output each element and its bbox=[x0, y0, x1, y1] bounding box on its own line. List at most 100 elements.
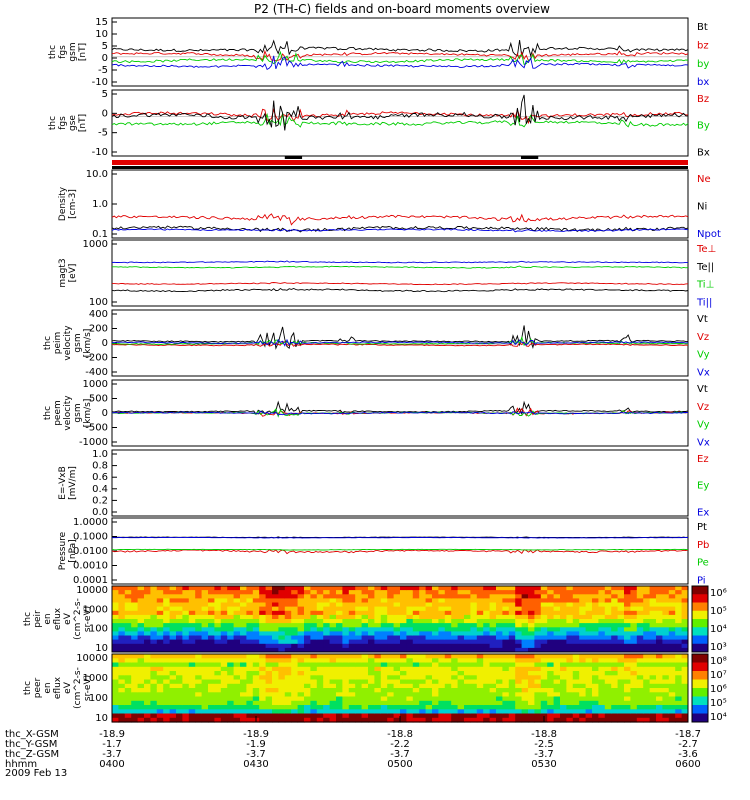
x-tick-value: -1.7 bbox=[102, 739, 122, 750]
legend-Npot: Npot bbox=[697, 229, 721, 240]
y-tick-label: 5 bbox=[102, 41, 108, 52]
panel-frame-top bbox=[111, 585, 689, 653]
legend-Vz: Vz bbox=[697, 332, 709, 343]
legend-Vz: Vz bbox=[697, 402, 709, 413]
y-axis-label: E=-VxB[mV/m] bbox=[58, 466, 78, 500]
y-tick-label: -200 bbox=[85, 353, 108, 364]
panel-frame bbox=[111, 169, 689, 239]
panel-p2: thcfgsgse[nT] 5 0 -5 -10 Bz By Bx bbox=[48, 89, 710, 158]
y-tick-label: 10 bbox=[95, 29, 108, 40]
x-tick-value: 0430 bbox=[243, 759, 268, 770]
panel-p8: Pressure[nPa] 1.0000 0.1000 0.0100 0.0010 0.0… bbox=[58, 517, 709, 586]
panels: thcfgsgsm[nT]151050-5-10Btbzbybxthcfgsgs… bbox=[23, 17, 727, 724]
panel-p5: thcpeimvelocitygsm[km/s] 400 200 0 -200 -400 V… bbox=[43, 309, 710, 378]
x-tick-value: -2.5 bbox=[534, 739, 554, 750]
legend-Vt: Vt bbox=[697, 314, 708, 325]
legend-Ex: Ex bbox=[697, 507, 709, 518]
colorbar-tick: 10⁷ bbox=[710, 670, 727, 681]
series-Pb bbox=[111, 549, 689, 555]
x-tick-value: -18.8 bbox=[387, 729, 413, 740]
series-Vt bbox=[111, 325, 688, 350]
y-tick-label: -10 bbox=[92, 147, 108, 158]
y-tick-label: 1000 bbox=[83, 239, 108, 250]
series-Ne bbox=[111, 213, 689, 226]
y-tick-label: 0.0010 bbox=[73, 561, 108, 572]
colorbar-segment bbox=[692, 610, 708, 620]
y-tick-label: -5 bbox=[98, 65, 108, 76]
colorbar-tick: 10⁵ bbox=[710, 606, 727, 617]
panel-frame bbox=[111, 17, 689, 87]
colorbar-frame bbox=[691, 653, 709, 723]
x-tick-value: 0400 bbox=[99, 759, 124, 770]
y-tick-label: 10 bbox=[95, 643, 108, 654]
series-Bz bbox=[111, 108, 689, 125]
mode-bar-black bbox=[284, 156, 303, 159]
y-tick-label: 100 bbox=[89, 693, 108, 704]
legend-Te⊥: Te⊥ bbox=[696, 244, 716, 255]
y-tick-label: 10 bbox=[95, 713, 108, 724]
legend-Pb: Pb bbox=[697, 540, 709, 551]
y-tick-label: 0.1 bbox=[92, 229, 108, 240]
y-tick-label: 0.8 bbox=[92, 461, 108, 472]
panel-p3: Density[cm-3] 10.0 1.0 0.1 Ne Ni Npot bbox=[58, 169, 721, 240]
colorbar-segment bbox=[692, 602, 708, 612]
series-By bbox=[111, 112, 689, 128]
x-axis-labels: thc_X-GSM -18.9 -18.9 -18.8 -18.8 -18.7 thc_Y-… bbox=[5, 716, 701, 770]
legend-Vy: Vy bbox=[697, 350, 710, 361]
y-tick-label: 0.0 bbox=[92, 507, 108, 518]
y-tick-label: 200 bbox=[89, 324, 108, 335]
x-tick-value: -18.8 bbox=[531, 729, 557, 740]
y-tick-label: 0 bbox=[102, 338, 108, 349]
legend-Vt: Vt bbox=[697, 384, 708, 395]
x-tick-value: -3.7 bbox=[534, 749, 554, 760]
colorbar-segment bbox=[692, 635, 708, 645]
legend-Ne: Ne bbox=[697, 174, 711, 185]
series-bz bbox=[111, 49, 689, 62]
x-tick-value: -3.6 bbox=[678, 749, 698, 760]
colorbar-tick: 10⁴ bbox=[710, 624, 727, 635]
y-tick-label: 1000 bbox=[83, 673, 108, 684]
y-tick-label: 1.0 bbox=[92, 449, 108, 460]
y-tick-label: 10000 bbox=[76, 653, 108, 664]
x-tick-value: -18.9 bbox=[243, 729, 269, 740]
colorbar-tick: 10⁵ bbox=[710, 698, 727, 709]
legend-Ez: Ez bbox=[697, 454, 709, 465]
series-Te⊥ bbox=[112, 282, 689, 286]
colorbar-segment bbox=[692, 713, 708, 723]
colorbar-tick: 10³ bbox=[710, 642, 727, 653]
legend-Bx: Bx bbox=[697, 147, 710, 158]
y-tick-label: 500 bbox=[89, 394, 108, 405]
mode-bar-black-strip bbox=[112, 166, 688, 169]
y-tick-label: 10.0 bbox=[86, 169, 108, 180]
mode-bar bbox=[112, 156, 688, 169]
legend-Ni: Ni bbox=[697, 202, 707, 213]
legend-Pi: Pi bbox=[697, 575, 706, 586]
series-Ti|| bbox=[111, 260, 688, 264]
y-tick-label: 0.0100 bbox=[73, 546, 108, 557]
y-tick-label: 5 bbox=[102, 89, 108, 100]
panel-frame bbox=[111, 239, 689, 307]
y-axis-label: Density[cm-3] bbox=[58, 186, 78, 221]
mode-bar-red bbox=[112, 160, 688, 165]
legend-Ti⊥: Ti⊥ bbox=[696, 280, 714, 291]
colorbar-segment bbox=[692, 679, 708, 689]
colorbar-segment bbox=[692, 654, 708, 663]
panel-frame bbox=[111, 89, 689, 157]
legend-Vx: Vx bbox=[697, 367, 710, 378]
colorbar-segment bbox=[692, 619, 708, 628]
mode-bar-black bbox=[520, 156, 539, 159]
legend-Ey: Ey bbox=[697, 481, 709, 492]
legend-By: By bbox=[697, 121, 710, 132]
y-tick-label: -400 bbox=[85, 367, 108, 378]
legend-Vy: Vy bbox=[697, 420, 710, 431]
y-tick-label: 10000 bbox=[76, 585, 108, 596]
series-Pe bbox=[111, 548, 689, 551]
series-bx bbox=[111, 55, 689, 71]
date-label: 2009 Feb 13 bbox=[5, 768, 67, 779]
x-tick-value: 0500 bbox=[387, 759, 412, 770]
x-tick-value: -3.7 bbox=[390, 749, 410, 760]
y-axis-label: magt3[eV] bbox=[58, 258, 78, 287]
x-row-name: thc_Y-GSM bbox=[5, 739, 57, 750]
y-tick-label: 1.0000 bbox=[73, 517, 108, 528]
